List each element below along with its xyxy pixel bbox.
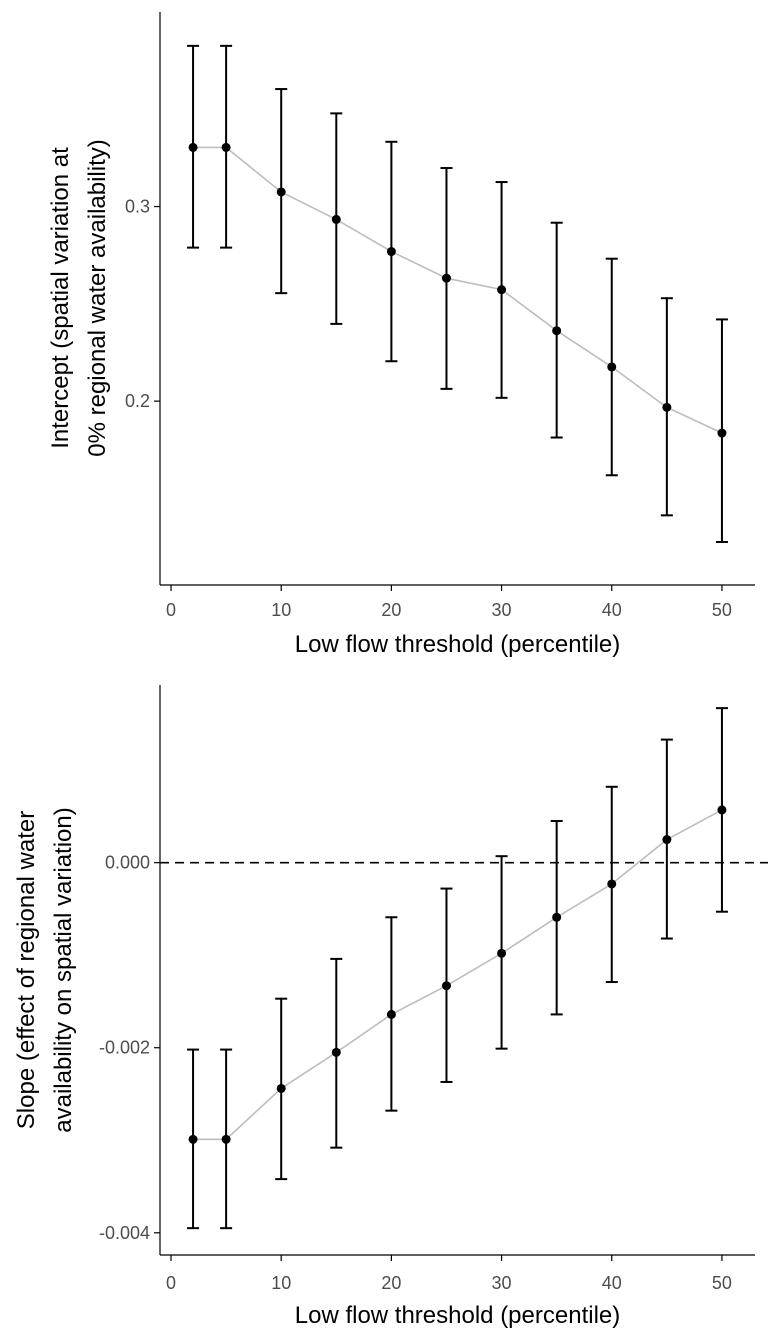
data-point [331,214,341,224]
data-point [221,142,231,152]
data-point [717,428,727,438]
x-tick-label: 40 [602,1273,622,1293]
y-axis-title-line: 0% regional water availability) [84,139,111,456]
data-point [188,142,198,152]
x-tick-label: 40 [602,600,622,620]
data-point [441,273,451,283]
y-tick-label: 0.000 [105,853,150,873]
data-point [497,948,507,958]
x-tick-label: 10 [271,600,291,620]
data-point [331,1047,341,1057]
x-tick-label: 10 [271,1273,291,1293]
data-point [662,835,672,845]
data-point [552,912,562,922]
y-axis-title-line: availability on spatial variation) [50,807,77,1133]
data-point [386,1009,396,1019]
slope-panel: 0 10 20 30 40 50 -0.004 -0.002 0.000 Low flow thr… [13,685,768,1329]
x-axis-title: Low flow threshold (percentile) [295,1302,621,1329]
data-point [497,285,507,295]
intercept-panel: 0 10 20 30 40 50 0.2 0.3 Low flow threshold (per… [47,12,755,658]
series-line [193,809,723,1141]
y-tick-label: 0.3 [125,197,150,217]
x-axis-title: Low flow threshold (percentile) [295,631,621,658]
data-point [662,402,672,412]
data-point [276,1083,286,1093]
data-point [386,247,396,257]
x-tick-label: 20 [381,1273,401,1293]
x-tick-label: 20 [381,600,401,620]
x-tick-label: 0 [166,600,176,620]
y-tick-label: 0.2 [125,391,150,411]
x-tick-label: 50 [712,600,732,620]
x-tick-label: 30 [492,600,512,620]
data-point [607,879,617,889]
data-point [221,1134,231,1144]
data-point [717,805,727,815]
data-point [607,362,617,372]
y-tick-label: -0.004 [99,1223,150,1243]
x-tick-label: 50 [712,1273,732,1293]
y-axis-title-line: Intercept (spatial variation at [47,147,74,449]
x-tick-label: 30 [492,1273,512,1293]
series-line [193,146,723,434]
data-point [441,981,451,991]
x-tick-label: 0 [166,1273,176,1293]
data-point [552,326,562,336]
data-point [188,1134,198,1144]
y-tick-label: -0.002 [99,1038,150,1058]
y-axis-title-line: Slope (effect of regional water [13,811,40,1129]
data-point [276,187,286,197]
